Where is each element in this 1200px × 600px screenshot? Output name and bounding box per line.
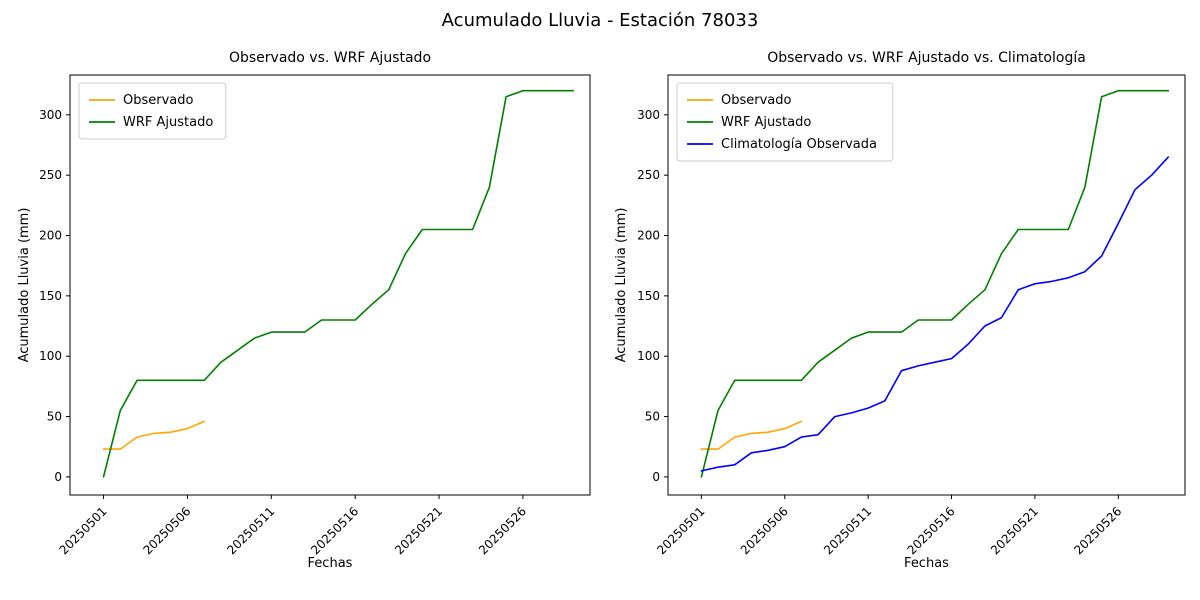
legend-label: WRF Ajustado (123, 115, 213, 130)
x-tick-label: 20250501 (57, 504, 110, 557)
y-tick-label: 200 (637, 229, 660, 243)
y-tick-label: 300 (637, 108, 660, 122)
series-line-wrf-ajustado (102, 89, 575, 478)
x-tick-label: 20250521 (988, 504, 1041, 557)
x-tick-label: 20250501 (654, 504, 707, 557)
right-xaxis-label: Fechas (904, 556, 949, 571)
x-tick-label: 20250516 (905, 504, 958, 557)
y-tick-label: 50 (645, 410, 660, 424)
series-line-observado (102, 420, 205, 450)
subplot-left: 20250501 20250506 20250511 20250516 20250521… (39, 74, 591, 557)
legend-label: Observado (123, 93, 194, 108)
legend-box (78, 82, 227, 140)
y-tick-label: 200 (39, 229, 62, 243)
right-chart-title: Observado vs. WRF Ajustado vs. Climatolo… (767, 50, 1086, 66)
series-line-wrf-ajustado (700, 89, 1170, 478)
right-yaxis-label: Acumulado Lluvia (mm) (614, 207, 629, 363)
y-tick-label: 150 (39, 289, 62, 303)
x-tick-label: 20250511 (821, 504, 874, 557)
x-tick-label: 20250511 (224, 504, 277, 557)
axes-frame (69, 74, 591, 496)
x-tick-label: 20250526 (476, 504, 529, 557)
subplot-right: 20250501 20250506 20250511 20250516 20250521… (637, 74, 1186, 557)
x-tick-label: 20250506 (738, 504, 791, 557)
y-tick-label: 250 (637, 168, 660, 182)
left-yaxis-label: Acumulado Lluvia (mm) (17, 207, 32, 363)
legend-label: Climatología Observada (721, 137, 877, 152)
x-tick-label: 20250521 (392, 504, 445, 557)
legend-label: WRF Ajustado (721, 115, 811, 130)
y-tick-label: 300 (39, 108, 62, 122)
series-line-climatolog-a-observada (700, 156, 1170, 472)
y-tick-label: 100 (39, 349, 62, 363)
y-tick-label: 250 (39, 168, 62, 182)
y-tick-label: 0 (652, 470, 660, 484)
axes-frame (667, 74, 1186, 496)
x-tick-label: 20250506 (140, 504, 193, 557)
left-xaxis-label: Fechas (307, 556, 353, 571)
y-tick-label: 50 (47, 410, 62, 424)
x-tick-label: 20250526 (1071, 504, 1124, 557)
legend-label: Observado (721, 93, 792, 108)
y-tick-label: 100 (637, 349, 660, 363)
legend-box (676, 82, 894, 162)
y-tick-label: 150 (637, 289, 660, 303)
x-tick-label: 20250516 (308, 504, 361, 557)
series-line-observado (700, 420, 803, 450)
figure-title: Acumulado Lluvia - Estación 78033 (441, 10, 759, 31)
y-tick-label: 0 (54, 470, 62, 484)
left-chart-title: Observado vs. WRF Ajustado (228, 50, 432, 66)
